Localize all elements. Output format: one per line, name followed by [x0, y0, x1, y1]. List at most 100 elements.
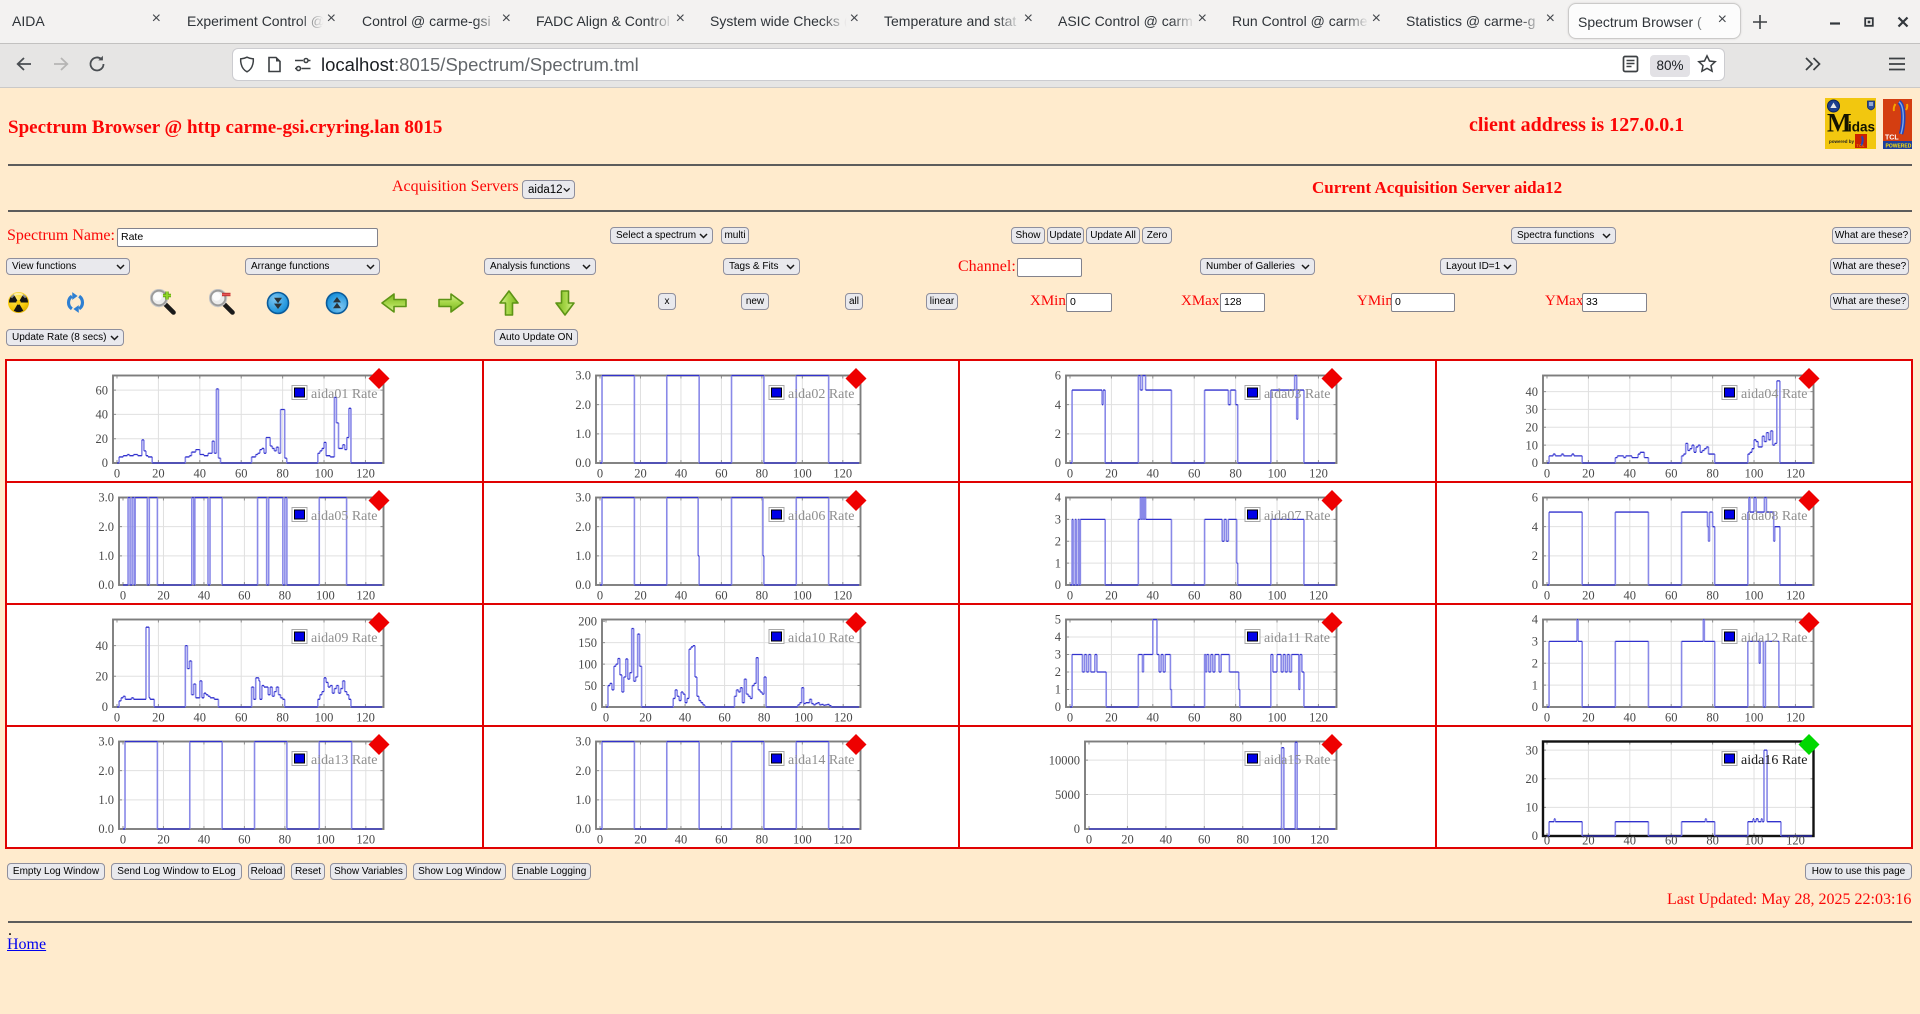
svg-text:aida01 Rate: aida01 Rate — [311, 387, 377, 402]
svg-text:80: 80 — [755, 589, 768, 603]
svg-text:1.0: 1.0 — [575, 793, 591, 807]
svg-text:0: 0 — [602, 711, 608, 725]
svg-text:20: 20 — [639, 711, 652, 725]
svg-text:aida08 Rate: aida08 Rate — [1741, 509, 1807, 524]
svg-text:20: 20 — [157, 589, 170, 603]
svg-text:80: 80 — [1706, 467, 1719, 481]
svg-text:aida11 Rate: aida11 Rate — [1264, 631, 1330, 646]
svg-text:100: 100 — [1272, 833, 1291, 847]
svg-text:1.0: 1.0 — [575, 427, 591, 441]
svg-text:120: 120 — [356, 711, 375, 725]
svg-text:0: 0 — [1531, 829, 1537, 843]
svg-text:120: 120 — [833, 833, 852, 847]
svg-text:120: 120 — [1786, 711, 1805, 725]
svg-text:idas: idas — [1848, 120, 1875, 135]
svg-text:0.0: 0.0 — [98, 822, 114, 836]
svg-text:TCL: TCL — [1885, 135, 1899, 142]
svg-text:60: 60 — [235, 467, 248, 481]
svg-text:aida03 Rate: aida03 Rate — [1264, 387, 1330, 402]
svg-text:3: 3 — [1055, 648, 1061, 662]
svg-text:100: 100 — [1744, 589, 1763, 603]
svg-text:2.0: 2.0 — [98, 520, 114, 534]
svg-text:60: 60 — [1664, 467, 1677, 481]
svg-text:120: 120 — [1309, 467, 1328, 481]
svg-text:20: 20 — [1105, 467, 1118, 481]
svg-text:100: 100 — [1744, 467, 1763, 481]
svg-text:1: 1 — [1055, 556, 1061, 570]
svg-text:80: 80 — [279, 589, 292, 603]
svg-text:0.0: 0.0 — [575, 456, 591, 470]
svg-text:powered by: powered by — [1829, 139, 1855, 144]
svg-text:aida09 Rate: aida09 Rate — [311, 631, 377, 646]
svg-text:0: 0 — [596, 467, 602, 481]
svg-text:120: 120 — [833, 467, 852, 481]
svg-text:2.0: 2.0 — [575, 764, 591, 778]
svg-text:20: 20 — [1582, 834, 1595, 848]
svg-text:0: 0 — [1543, 834, 1549, 848]
svg-text:100: 100 — [792, 589, 811, 603]
svg-text:3: 3 — [1055, 513, 1061, 527]
svg-text:80: 80 — [1706, 834, 1719, 848]
svg-text:2.0: 2.0 — [575, 520, 591, 534]
svg-text:120: 120 — [356, 833, 375, 847]
svg-text:6: 6 — [1055, 369, 1061, 383]
svg-text:0.0: 0.0 — [98, 578, 114, 592]
svg-text:2: 2 — [1055, 534, 1061, 548]
svg-text:60: 60 — [238, 833, 251, 847]
svg-text:4: 4 — [1055, 398, 1062, 412]
svg-text:60: 60 — [1664, 589, 1677, 603]
svg-text:80: 80 — [276, 711, 289, 725]
svg-text:20: 20 — [634, 467, 647, 481]
svg-text:80: 80 — [1229, 589, 1242, 603]
svg-text:0: 0 — [102, 456, 108, 470]
svg-text:80: 80 — [1706, 589, 1719, 603]
svg-text:120: 120 — [1786, 589, 1805, 603]
svg-text:0: 0 — [590, 700, 596, 714]
svg-text:100: 100 — [1268, 711, 1287, 725]
svg-text:0: 0 — [114, 711, 120, 725]
svg-text:20: 20 — [96, 432, 109, 446]
svg-text:100: 100 — [792, 467, 811, 481]
svg-text:1.0: 1.0 — [98, 549, 114, 563]
svg-text:60: 60 — [715, 589, 728, 603]
svg-text:aida10 Rate: aida10 Rate — [788, 631, 854, 646]
svg-text:40: 40 — [1147, 589, 1160, 603]
svg-text:20: 20 — [1582, 589, 1595, 603]
svg-text:0: 0 — [1074, 822, 1080, 836]
svg-text:40: 40 — [1623, 589, 1636, 603]
svg-text:2: 2 — [1531, 549, 1537, 563]
svg-text:10: 10 — [1525, 801, 1538, 815]
svg-text:0: 0 — [1067, 589, 1073, 603]
svg-text:80: 80 — [757, 711, 770, 725]
svg-text:30: 30 — [1525, 403, 1538, 417]
svg-text:0: 0 — [1531, 700, 1537, 714]
svg-text:0.0: 0.0 — [575, 578, 591, 592]
svg-text:80: 80 — [1229, 711, 1242, 725]
svg-text:aida02 Rate: aida02 Rate — [788, 387, 854, 402]
svg-text:5: 5 — [1055, 613, 1061, 627]
svg-text:40: 40 — [96, 408, 109, 422]
svg-text:40: 40 — [198, 833, 211, 847]
svg-text:0: 0 — [1543, 589, 1549, 603]
svg-text:4: 4 — [1055, 630, 1062, 644]
svg-text:0: 0 — [1067, 711, 1073, 725]
svg-text:0: 0 — [1086, 833, 1092, 847]
svg-text:1: 1 — [1055, 683, 1061, 697]
svg-text:20: 20 — [157, 833, 170, 847]
svg-text:20: 20 — [96, 670, 109, 684]
svg-text:0: 0 — [1543, 467, 1549, 481]
svg-text:aida06 Rate: aida06 Rate — [788, 509, 854, 524]
svg-text:0: 0 — [1531, 578, 1537, 592]
svg-text:60: 60 — [235, 711, 248, 725]
svg-text:40: 40 — [194, 711, 207, 725]
svg-text:3: 3 — [1531, 635, 1537, 649]
svg-text:6: 6 — [1531, 491, 1537, 505]
svg-text:2.0: 2.0 — [98, 764, 114, 778]
svg-text:aida13 Rate: aida13 Rate — [311, 753, 377, 768]
svg-text:100: 100 — [578, 657, 597, 671]
svg-text:0: 0 — [114, 467, 120, 481]
svg-text:80: 80 — [279, 833, 292, 847]
svg-text:120: 120 — [1309, 711, 1328, 725]
svg-text:80: 80 — [755, 467, 768, 481]
svg-text:100: 100 — [315, 711, 334, 725]
